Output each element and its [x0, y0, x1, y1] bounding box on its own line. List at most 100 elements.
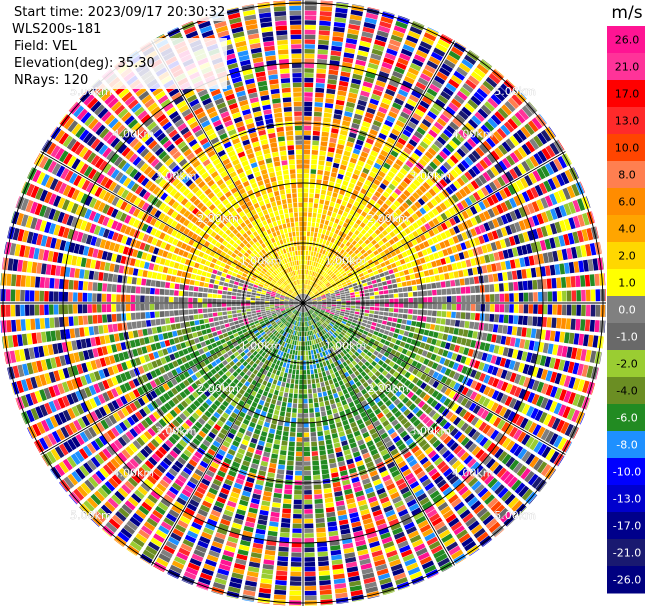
velocity-gate — [426, 262, 433, 269]
velocity-gate — [380, 166, 389, 174]
velocity-gate — [402, 287, 408, 292]
velocity-gate — [379, 102, 390, 110]
velocity-gate — [391, 278, 397, 284]
velocity-gate — [376, 278, 382, 283]
velocity-gate — [283, 372, 288, 378]
velocity-gate — [516, 269, 523, 280]
velocity-gate — [483, 210, 491, 220]
velocity-gate — [358, 45, 370, 53]
velocity-gate — [318, 253, 322, 259]
velocity-gate — [341, 303, 346, 305]
velocity-gate — [546, 487, 558, 501]
velocity-gate — [304, 322, 306, 327]
velocity-gate — [449, 217, 457, 226]
velocity-gate — [408, 224, 415, 232]
velocity-gate — [593, 418, 603, 432]
velocity-gate — [332, 192, 338, 198]
velocity-gate — [437, 39, 451, 49]
velocity-gate — [339, 249, 345, 255]
velocity-gate — [321, 285, 326, 289]
velocity-gate — [537, 316, 543, 327]
velocity-gate — [354, 288, 359, 292]
velocity-gate — [500, 58, 514, 70]
velocity-gate — [367, 228, 374, 235]
velocity-gate — [324, 220, 330, 226]
velocity-gate — [351, 261, 357, 267]
velocity-gate — [303, 413, 309, 418]
velocity-gate — [381, 237, 388, 244]
velocity-gate — [432, 303, 437, 310]
velocity-gate — [365, 71, 376, 79]
velocity-gate — [514, 208, 522, 220]
velocity-gate — [320, 294, 326, 297]
velocity-gate — [292, 403, 298, 409]
velocity-gate — [332, 377, 338, 384]
velocity-gate — [305, 260, 308, 265]
velocity-gate — [499, 293, 505, 302]
velocity-gate — [319, 223, 324, 229]
velocity-gate — [312, 277, 316, 282]
velocity-gate — [262, 406, 269, 412]
velocity-gate — [384, 119, 394, 128]
velocity-gate — [422, 181, 431, 190]
velocity-gate — [316, 257, 320, 263]
velocity-gate — [546, 278, 552, 289]
velocity-gate — [261, 573, 273, 580]
velocity-gate — [369, 58, 381, 66]
velocity-gate — [291, 417, 297, 423]
velocity-gate — [496, 204, 504, 214]
velocity-gate — [453, 70, 466, 81]
velocity-gate — [317, 49, 329, 55]
velocity-gate — [382, 334, 388, 340]
velocity-gate — [330, 227, 336, 233]
velocity-gate — [530, 267, 537, 278]
velocity-gate — [345, 293, 350, 296]
velocity-gate — [99, 554, 113, 566]
velocity-gate — [325, 292, 330, 296]
velocity-gate — [338, 275, 343, 280]
velocity-gate — [327, 364, 332, 370]
velocity-gate — [384, 307, 389, 312]
velocity-gate — [568, 201, 576, 214]
velocity-gate — [356, 54, 368, 62]
velocity-gate — [563, 203, 572, 216]
velocity-gate — [355, 294, 360, 298]
velocity-gate — [523, 218, 531, 229]
velocity-gate — [473, 67, 486, 79]
velocity-gate — [582, 334, 589, 347]
velocity-gate — [277, 464, 285, 470]
velocity-gate — [329, 231, 334, 238]
velocity-gate — [460, 312, 466, 320]
velocity-gate — [333, 26, 345, 33]
velocity-gate — [398, 293, 404, 298]
velocity-gate — [121, 552, 135, 564]
velocity-gate — [344, 288, 349, 292]
velocity-gate — [282, 362, 287, 368]
velocity-gate — [514, 221, 522, 232]
velocity-gate — [295, 379, 299, 385]
velocity-gate — [392, 220, 400, 227]
velocity-gate — [511, 270, 518, 280]
velocity-gate — [436, 71, 448, 81]
velocity-gate — [333, 578, 346, 585]
velocity-gate — [308, 393, 313, 399]
velocity-gate — [388, 312, 394, 317]
velocity-gate — [367, 242, 374, 249]
velocity-gate — [375, 80, 386, 88]
velocity-gate — [330, 363, 336, 369]
velocity-gate — [320, 264, 325, 270]
velocity-gate — [327, 374, 332, 381]
velocity-gate — [304, 29, 316, 35]
velocity-gate — [378, 290, 384, 295]
velocity-gate — [304, 130, 311, 136]
velocity-gate — [405, 142, 415, 151]
velocity-gate — [332, 222, 338, 229]
velocity-gate — [272, 502, 281, 508]
velocity-gate — [459, 320, 465, 328]
velocity-gate — [444, 229, 452, 238]
velocity-gate — [450, 169, 459, 179]
velocity-gate — [367, 62, 379, 70]
velocity-gate — [344, 111, 353, 118]
velocity-gate — [408, 195, 417, 203]
velocity-gate — [521, 269, 527, 279]
